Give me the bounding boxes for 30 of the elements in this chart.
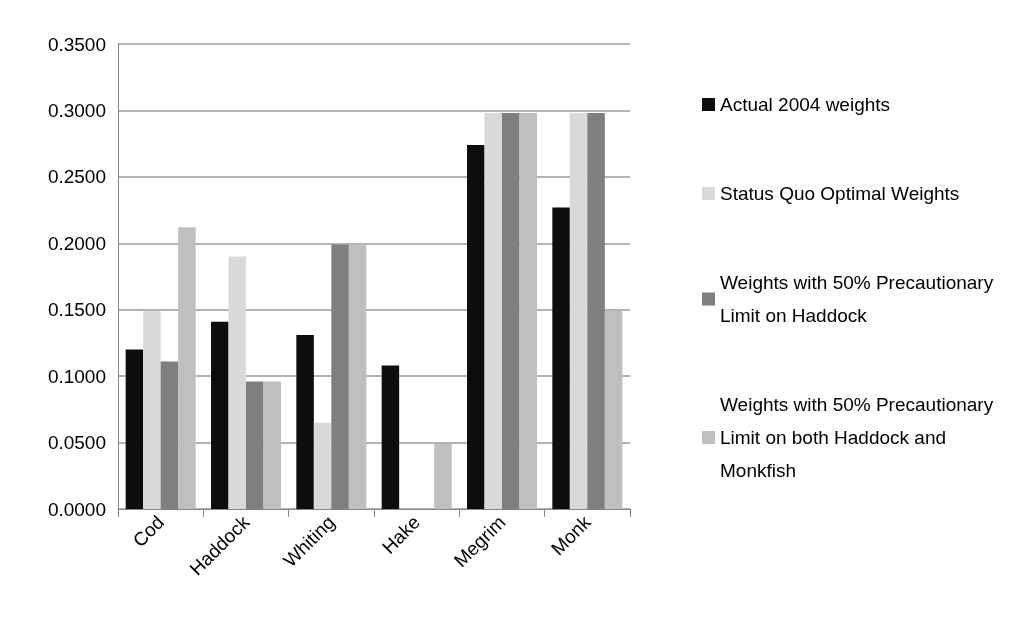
legend-label: Actual 2004 weights [720,94,891,115]
bar [348,244,367,509]
bar [519,113,537,509]
y-tick-label: 0.0000 [47,498,106,520]
bar [178,227,196,509]
bar [604,311,623,509]
bar [569,113,588,509]
bar [143,311,161,509]
bar [552,207,570,509]
y-tick-label: 0.2000 [47,232,106,254]
bar [211,321,229,509]
y-tick-label: 0.3000 [47,99,106,121]
y-tick-label: 0.2500 [47,166,106,188]
bar [125,349,144,509]
bar [484,113,502,509]
bar [434,443,452,509]
y-tick-label: 0.3500 [47,33,106,55]
y-tick-label: 0.1000 [47,365,106,387]
bar [263,381,281,509]
y-tick-label: 0.1500 [47,299,106,321]
bar [313,422,332,509]
bar [467,144,485,509]
x-tick-label: Cod [128,511,169,552]
bar [228,256,246,509]
legend-label: Weights with 50% Precautionary Limit on Haddock [720,272,999,326]
y-tick-label: 0.0500 [47,432,106,454]
legend-label: Status Quo Optimal Weights [720,183,960,204]
legend-label: Weights with 50% Precautionary Limit on both Haddock and Monkfish [720,394,999,481]
bar [381,365,400,509]
bar [296,334,314,509]
